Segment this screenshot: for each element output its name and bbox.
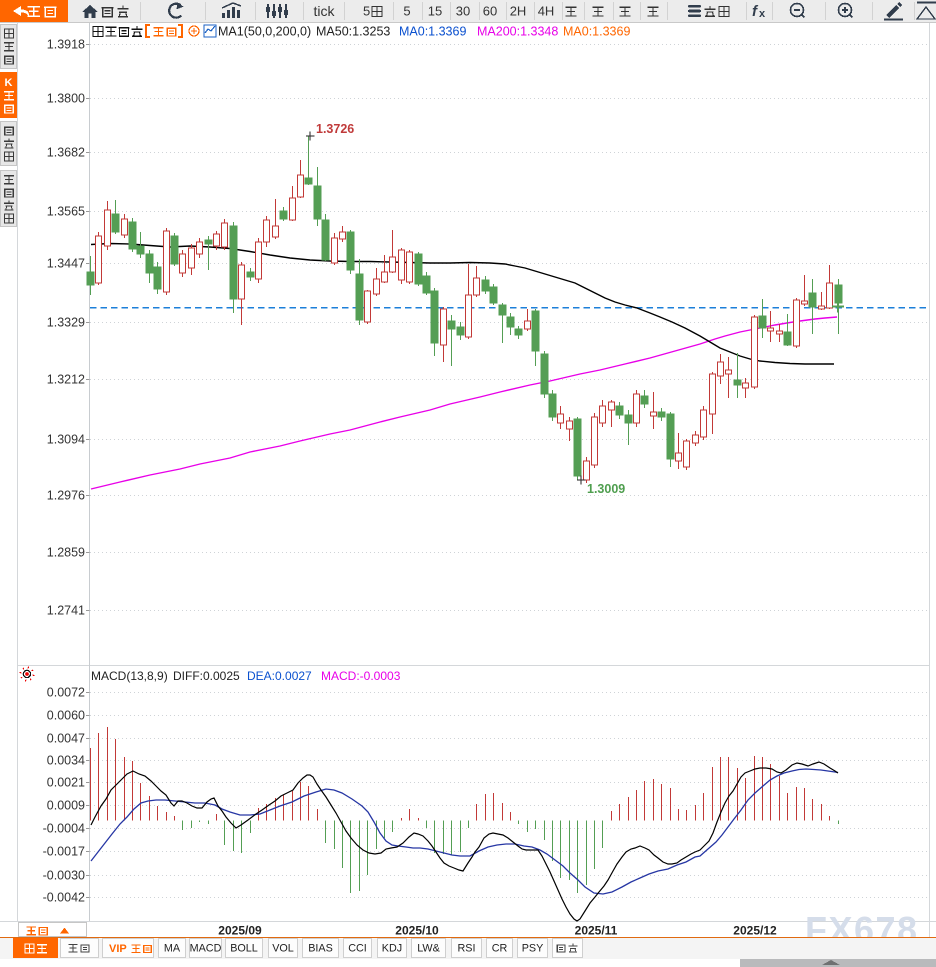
svg-text:K: K <box>5 77 13 89</box>
svg-text:MA0:1.3369: MA0:1.3369 <box>399 25 466 39</box>
svg-text:15: 15 <box>428 4 442 19</box>
svg-text:-0.0042: -0.0042 <box>43 891 85 905</box>
svg-text:LW&: LW& <box>417 943 440 955</box>
svg-text:1.3329: 1.3329 <box>47 316 85 330</box>
svg-text:0.0021: 0.0021 <box>47 776 85 790</box>
svg-text:1.3009: 1.3009 <box>587 482 625 496</box>
svg-text:1.3212: 1.3212 <box>47 373 85 387</box>
svg-text:-0.0017: -0.0017 <box>43 845 85 859</box>
svg-text:MA200:1.3348: MA200:1.3348 <box>477 25 558 39</box>
svg-text:0.0047: 0.0047 <box>47 732 85 746</box>
svg-text:1.3565: 1.3565 <box>47 205 85 219</box>
svg-text:5: 5 <box>363 4 370 19</box>
svg-text:2H: 2H <box>510 4 527 19</box>
svg-text:MA50:1.3253: MA50:1.3253 <box>316 25 390 39</box>
svg-text:30: 30 <box>456 4 470 19</box>
svg-text:MACD:-0.0003: MACD:-0.0003 <box>321 669 401 683</box>
svg-text:5: 5 <box>403 4 410 19</box>
svg-text:1.3800: 1.3800 <box>47 92 85 106</box>
svg-text:PSY: PSY <box>522 943 544 955</box>
svg-text:f: f <box>752 3 759 20</box>
svg-text:1.2976: 1.2976 <box>47 489 85 503</box>
svg-text:1.3682: 1.3682 <box>47 146 85 160</box>
svg-text:60: 60 <box>483 4 497 19</box>
svg-text:2025/09: 2025/09 <box>218 924 262 938</box>
svg-text:BIAS: BIAS <box>308 943 333 955</box>
svg-text:KDJ: KDJ <box>382 943 402 955</box>
svg-text:1.3094: 1.3094 <box>47 433 85 447</box>
svg-text:MACD: MACD <box>190 943 222 955</box>
svg-text:2025/10: 2025/10 <box>395 924 439 938</box>
svg-text:MACD(13,8,9): MACD(13,8,9) <box>91 669 168 683</box>
svg-text:RSI: RSI <box>458 943 476 955</box>
svg-text:1.3918: 1.3918 <box>47 38 85 52</box>
svg-text:1.2741: 1.2741 <box>47 604 85 618</box>
svg-text:1.2859: 1.2859 <box>47 546 85 560</box>
svg-text:1.3447: 1.3447 <box>47 257 85 271</box>
svg-text:2025/11: 2025/11 <box>575 924 618 938</box>
svg-text:DIFF:0.0025: DIFF:0.0025 <box>173 669 240 683</box>
svg-text:BOLL: BOLL <box>230 943 258 955</box>
svg-text:CR: CR <box>492 943 508 955</box>
svg-text:x: x <box>759 8 766 20</box>
svg-text:MA0:1.3369: MA0:1.3369 <box>563 25 630 39</box>
svg-text:1.3726: 1.3726 <box>316 122 354 136</box>
svg-text:tick: tick <box>314 3 336 19</box>
svg-text:-0.0004: -0.0004 <box>43 822 85 836</box>
svg-text:-0.0030: -0.0030 <box>43 869 85 883</box>
svg-text:0.0072: 0.0072 <box>47 686 85 700</box>
svg-text:0.0034: 0.0034 <box>47 754 85 768</box>
svg-text:MA1(50,0,200,0): MA1(50,0,200,0) <box>218 25 311 39</box>
svg-text:MA: MA <box>164 943 181 955</box>
svg-text:VIP: VIP <box>109 943 127 955</box>
svg-text:DEA:0.0027: DEA:0.0027 <box>247 669 312 683</box>
svg-text:0.0060: 0.0060 <box>47 709 85 723</box>
svg-text:VOL: VOL <box>272 943 294 955</box>
svg-text:2025/12: 2025/12 <box>733 924 777 938</box>
svg-text:0.0009: 0.0009 <box>47 799 85 813</box>
svg-text:CCI: CCI <box>348 943 367 955</box>
svg-text:4H: 4H <box>538 4 555 19</box>
